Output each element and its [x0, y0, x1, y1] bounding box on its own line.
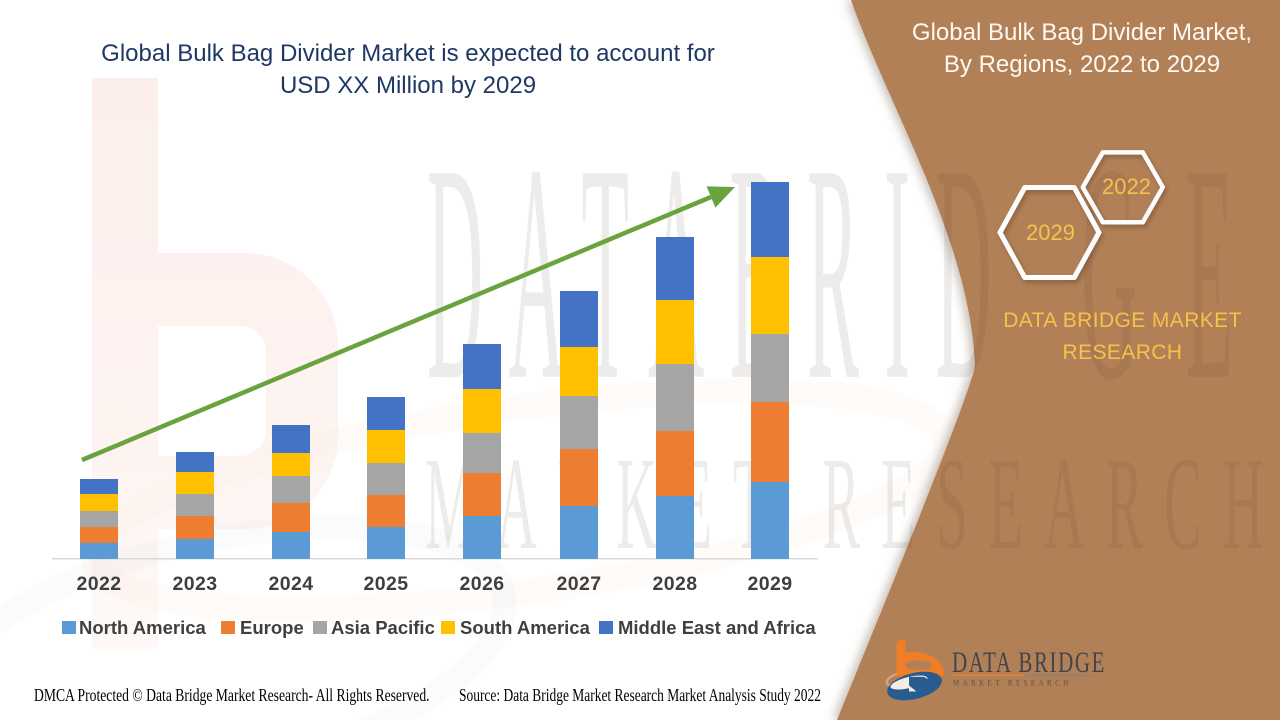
svg-text:MARKET RESEARCH: MARKET RESEARCH — [425, 431, 1270, 578]
svg-text:DATA BRIDGE: DATA BRIDGE — [952, 646, 1106, 679]
svg-text:MARKET RESEARCH: MARKET RESEARCH — [953, 678, 1072, 688]
